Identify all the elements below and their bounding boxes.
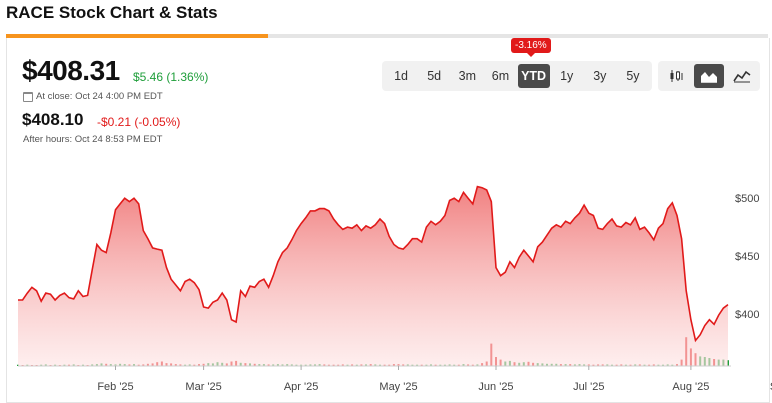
x-tick-label: Jul '25 bbox=[573, 381, 604, 393]
page-title: RACE Stock Chart & Stats bbox=[6, 3, 218, 22]
header-underline bbox=[6, 34, 768, 38]
range-selector: 1d 5d 3m 6m YTD 1y 3y 5y bbox=[382, 61, 652, 91]
range-5y-button[interactable]: 5y bbox=[617, 64, 649, 88]
line-chart-button[interactable] bbox=[727, 64, 757, 88]
last-price: $408.31 bbox=[22, 55, 120, 86]
x-tick-label: Apr '25 bbox=[284, 381, 319, 393]
price-change: $5.46 (1.36%) bbox=[133, 70, 209, 84]
range-ytd-button[interactable]: YTD bbox=[517, 64, 550, 88]
calendar-icon bbox=[23, 91, 33, 102]
active-tab-indicator bbox=[6, 34, 268, 38]
price-area bbox=[18, 186, 728, 366]
mountain-chart-button[interactable] bbox=[694, 64, 724, 88]
candlestick-chart-icon bbox=[670, 70, 683, 82]
x-tick-label: Jun '25 bbox=[478, 381, 513, 393]
x-tick-label: Aug '25 bbox=[672, 381, 709, 393]
x-tick-label: May '25 bbox=[379, 381, 417, 393]
mountain-chart-icon bbox=[701, 72, 717, 83]
y-tick-label: $450 bbox=[735, 251, 759, 263]
chart-type-selector bbox=[658, 61, 760, 91]
y-tick-label: $400 bbox=[735, 309, 759, 321]
range-6m-button[interactable]: 6m bbox=[484, 64, 516, 88]
after-hours-price: $408.10 bbox=[22, 110, 84, 129]
after-hours-time: After hours: Oct 24 8:53 PM EDT bbox=[23, 134, 163, 145]
range-3y-button[interactable]: 3y bbox=[584, 64, 616, 88]
line-chart-icon bbox=[733, 70, 751, 83]
y-tick-label: $500 bbox=[735, 193, 759, 205]
close-time: At close: Oct 24 4:00 PM EDT bbox=[23, 91, 163, 102]
x-tick-label: Sep '25 bbox=[770, 381, 772, 393]
price-line bbox=[18, 185, 729, 343]
x-tick-label: Mar '25 bbox=[185, 381, 221, 393]
range-5d-button[interactable]: 5d bbox=[418, 64, 450, 88]
range-1y-button[interactable]: 1y bbox=[551, 64, 583, 88]
range-1d-button[interactable]: 1d bbox=[385, 64, 417, 88]
ytd-change-badge: -3.16% bbox=[511, 38, 551, 57]
range-3m-button[interactable]: 3m bbox=[451, 64, 483, 88]
after-hours-change: -$0.21 (-0.05%) bbox=[97, 115, 181, 129]
x-tick-label: Feb '25 bbox=[97, 381, 133, 393]
close-time-text: At close: Oct 24 4:00 PM EDT bbox=[36, 91, 163, 102]
candlestick-chart-button[interactable] bbox=[661, 64, 691, 88]
